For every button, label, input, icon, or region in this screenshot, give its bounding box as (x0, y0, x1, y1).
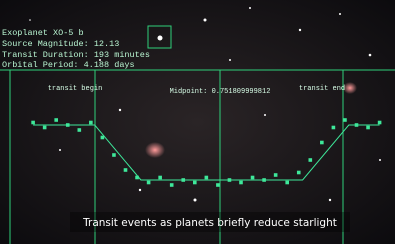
marker-label: transit end (299, 85, 345, 93)
info-line: Orbital Period: 4.188 days (2, 60, 135, 70)
data-point (366, 126, 370, 130)
marker-label: Midpoint: 0.751809999812 (170, 88, 271, 96)
data-point (158, 176, 162, 180)
data-point (355, 123, 359, 127)
marker-label: transit begin (48, 85, 103, 93)
data-point (101, 136, 105, 140)
data-point (181, 178, 185, 182)
info-line: Source Magnitude: 12.13 (2, 39, 119, 49)
data-point (228, 178, 232, 182)
data-point (147, 181, 151, 185)
data-point (343, 118, 347, 122)
data-point (239, 181, 243, 185)
data-point (285, 181, 289, 185)
data-point (262, 178, 266, 182)
data-point (66, 123, 70, 127)
info-line: Exoplanet XO-5 b (2, 28, 84, 38)
data-point (378, 121, 382, 125)
data-point (320, 141, 324, 145)
data-point (31, 121, 35, 125)
data-point (112, 153, 116, 157)
data-point (193, 181, 197, 185)
screen: Exoplanet XO-5 b Source Magnitude: 12.13… (0, 0, 395, 244)
caption: Transit events as planets briefly reduce… (82, 217, 337, 229)
data-point (274, 173, 278, 177)
data-point (124, 168, 128, 172)
data-point (297, 171, 301, 175)
data-point (54, 118, 58, 122)
data-point (135, 176, 139, 180)
data-point (216, 183, 220, 187)
data-point (309, 158, 313, 162)
data-point (205, 176, 209, 180)
data-point (332, 126, 336, 130)
data-point (89, 121, 93, 125)
nebula (145, 142, 165, 158)
data-point (170, 183, 174, 187)
data-point (78, 128, 82, 132)
data-point (251, 176, 255, 180)
info-line: Transit Duration: 193 minutes (2, 50, 150, 60)
data-point (43, 126, 47, 130)
